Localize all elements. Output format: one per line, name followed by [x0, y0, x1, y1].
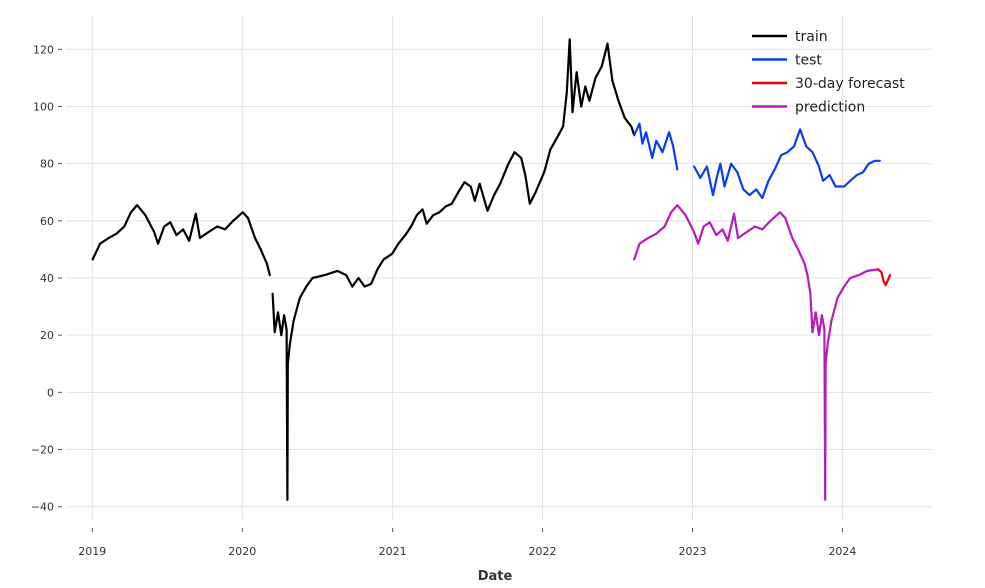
y-gridlines: [66, 48, 932, 508]
x-tick-label: 2023: [678, 545, 706, 558]
y-tick-label: 80: [40, 158, 54, 171]
y-tick-label: 100: [33, 100, 54, 113]
x-tick-label: 2020: [228, 545, 256, 558]
y-axis-ticks: 120 100 80 60 40 20 0 −20 −40: [31, 43, 62, 514]
series-line-prediction: [633, 204, 880, 501]
y-tick-label: 40: [40, 272, 54, 285]
series-line-test: [633, 122, 881, 200]
legend-label: prediction: [795, 100, 865, 116]
legend: train test 30-day forecast prediction: [752, 29, 905, 116]
series-line-30-day-forecast: [877, 268, 892, 287]
series-lines: [91, 38, 892, 501]
x-tick-label: 2019: [78, 545, 106, 558]
x-tick-label: 2024: [828, 545, 856, 558]
x-gridlines: [91, 15, 843, 521]
x-axis-title: Date: [478, 569, 513, 584]
y-tick-label: −20: [31, 444, 54, 457]
y-tick-label: 0: [47, 386, 54, 399]
x-tick-label: 2022: [529, 545, 557, 558]
x-tick-label: 2021: [379, 545, 407, 558]
y-tick-label: 20: [40, 329, 54, 342]
legend-label: test: [795, 53, 822, 69]
legend-label: train: [795, 29, 828, 45]
legend-label: 30-day forecast: [795, 76, 905, 92]
y-tick-label: 120: [33, 43, 54, 56]
x-axis-ticks: 2019 2020 2021 2022 2023 2024: [78, 528, 856, 558]
series-line-train: [91, 38, 636, 501]
y-tick-label: 60: [40, 215, 54, 228]
y-tick-label: −40: [31, 501, 54, 514]
